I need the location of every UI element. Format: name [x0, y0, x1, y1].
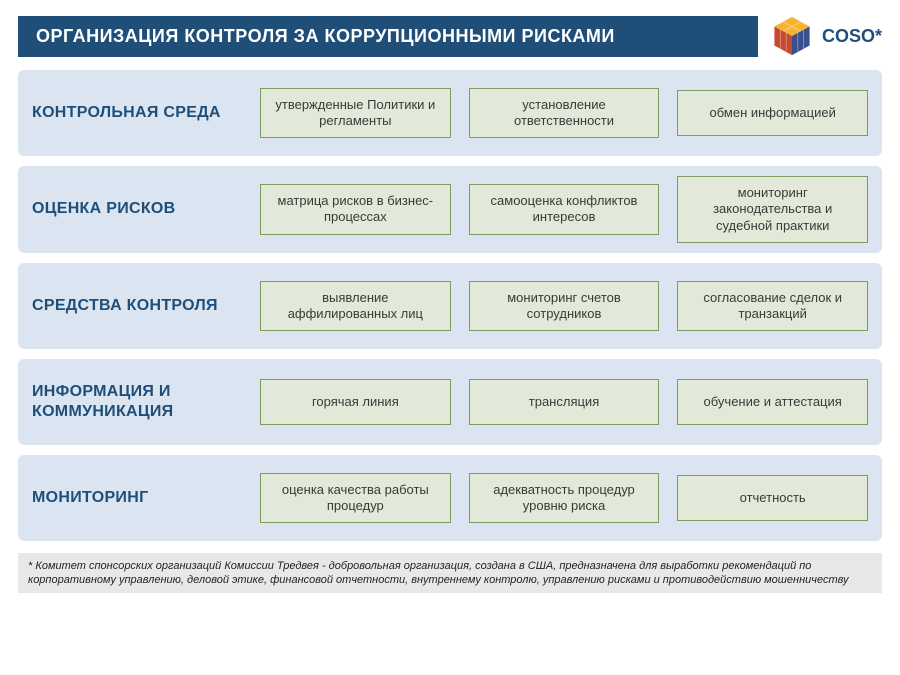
item-box: мониторинг законодательства и судебной п… [677, 176, 868, 243]
footnote: * Комитет спонсорских организаций Комисс… [18, 553, 882, 594]
row-items: выявление аффилированных лиц мониторинг … [260, 273, 868, 339]
logo-text: COSO* [822, 26, 882, 47]
item-box: мониторинг счетов сотрудников [469, 281, 660, 332]
row-items: горячая линия трансляция обучение и атте… [260, 369, 868, 435]
row-control-activities: СРЕДСТВА КОНТРОЛЯ выявление аффилированн… [18, 263, 882, 349]
item-box: оценка качества работы процедур [260, 473, 451, 524]
row-label: КОНТРОЛЬНАЯ СРЕДА [32, 80, 260, 146]
row-items: матрица рисков в бизнес-процессах самооц… [260, 176, 868, 243]
item-box: горячая линия [260, 379, 451, 425]
page-title: ОРГАНИЗАЦИЯ КОНТРОЛЯ ЗА КОРРУПЦИОННЫМИ Р… [18, 16, 758, 57]
item-box: установление ответственности [469, 88, 660, 139]
row-label: ОЦЕНКА РИСКОВ [32, 176, 260, 243]
item-box: согласование сделок и транзакций [677, 281, 868, 332]
rows-container: КОНТРОЛЬНАЯ СРЕДА утвержденные Политики … [18, 70, 882, 541]
logo: COSO* [770, 14, 882, 58]
row-label: МОНИТОРИНГ [32, 465, 260, 531]
item-box: матрица рисков в бизнес-процессах [260, 184, 451, 235]
item-box: обучение и аттестация [677, 379, 868, 425]
item-box: обмен информацией [677, 90, 868, 136]
item-box: выявление аффилированных лиц [260, 281, 451, 332]
row-label: СРЕДСТВА КОНТРОЛЯ [32, 273, 260, 339]
item-box: утвержденные Политики и регламенты [260, 88, 451, 139]
item-box: трансляция [469, 379, 660, 425]
page: ОРГАНИЗАЦИЯ КОНТРОЛЯ ЗА КОРРУПЦИОННЫМИ Р… [0, 0, 900, 603]
row-control-environment: КОНТРОЛЬНАЯ СРЕДА утвержденные Политики … [18, 70, 882, 156]
row-info-communication: ИНФОРМАЦИЯ И КОММУНИКАЦИЯ горячая линия … [18, 359, 882, 445]
item-box: самооценка конфликтов интересов [469, 184, 660, 235]
row-items: утвержденные Политики и регламенты устан… [260, 80, 868, 146]
header: ОРГАНИЗАЦИЯ КОНТРОЛЯ ЗА КОРРУПЦИОННЫМИ Р… [18, 14, 882, 58]
row-items: оценка качества работы процедур адекватн… [260, 465, 868, 531]
item-box: отчетность [677, 475, 868, 521]
cube-icon [770, 14, 814, 58]
row-monitoring: МОНИТОРИНГ оценка качества работы процед… [18, 455, 882, 541]
item-box: адекватность процедур уровню риска [469, 473, 660, 524]
row-risk-assessment: ОЦЕНКА РИСКОВ матрица рисков в бизнес-пр… [18, 166, 882, 253]
row-label: ИНФОРМАЦИЯ И КОММУНИКАЦИЯ [32, 369, 260, 435]
